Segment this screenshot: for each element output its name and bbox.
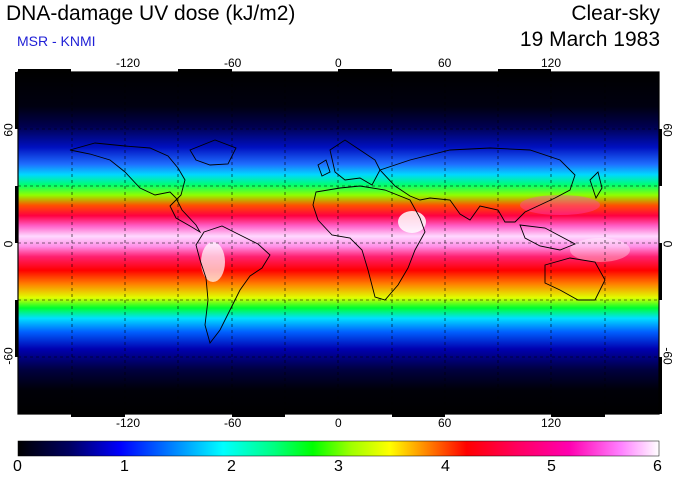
colorbar-tick: 4 [441, 458, 450, 475]
lon-tick-bottom: 0 [335, 416, 342, 430]
lat-tick-left: 0 [1, 240, 16, 248]
lon-tick-top: 60 [438, 56, 452, 70]
lat-tick-right: -60 [660, 347, 675, 365]
colorbar-tick: 3 [334, 458, 343, 475]
lat-tick-right: 0 [660, 240, 675, 248]
colorbar-tick: 1 [120, 458, 129, 475]
colorbar-tick: 6 [653, 458, 662, 475]
lon-tick-top: -120 [116, 56, 141, 70]
date-label: 19 March 1983 [519, 28, 660, 51]
colorbar-tick: 0 [13, 458, 22, 475]
andes-hotspot [201, 242, 225, 282]
colorbar-tick: 5 [547, 458, 556, 475]
lon-tick-top: 0 [335, 56, 342, 70]
lon-tick-bottom: -60 [224, 416, 242, 430]
lat-tick-right: 60 [660, 123, 675, 137]
coastlines [69, 139, 606, 344]
source-label: MSR - KNMI [17, 33, 96, 49]
graticule [18, 72, 659, 414]
lon-tick-bottom: -120 [116, 416, 141, 430]
axis-border-marks [15, 69, 662, 417]
pacific-hotspot [570, 238, 630, 262]
colorbar [17, 440, 660, 457]
sky-condition-label: Clear-sky [571, 2, 660, 25]
lon-tick-bottom: 60 [438, 416, 452, 430]
colorbar-tick: 2 [227, 458, 236, 475]
lon-tick-top: -60 [224, 56, 242, 70]
asia-band [520, 195, 600, 215]
lon-tick-bottom: 120 [541, 416, 562, 430]
map-title: DNA-damage UV dose (kJ/m2) [6, 2, 296, 25]
lat-tick-left: -60 [1, 347, 16, 365]
lon-tick-top: 120 [541, 56, 562, 70]
lat-tick-left: 60 [1, 123, 16, 137]
